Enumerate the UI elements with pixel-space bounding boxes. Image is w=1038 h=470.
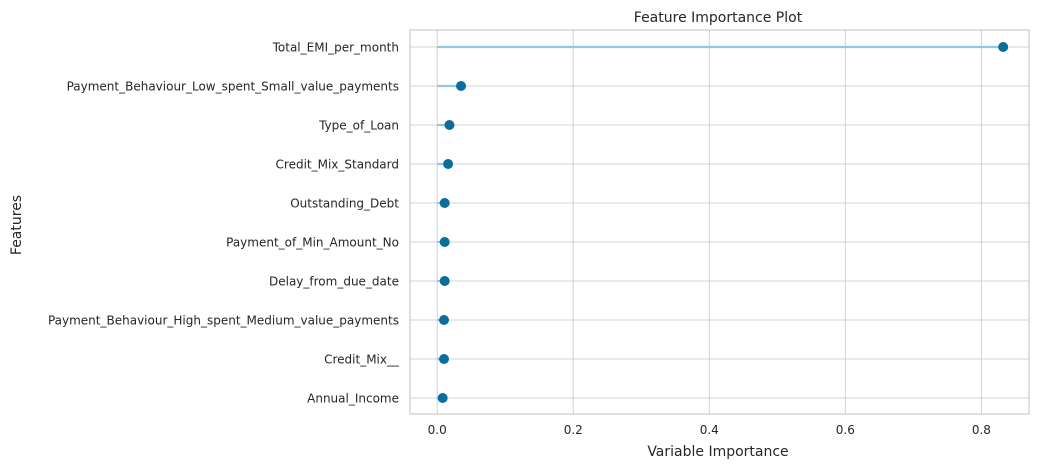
importance-point <box>444 120 455 130</box>
importance-point <box>439 315 450 325</box>
plot-background <box>410 30 1029 414</box>
y-tick-label: Outstanding_Debt <box>290 197 399 211</box>
x-tick-label: 0.6 <box>836 423 855 437</box>
x-tick-label: 0.2 <box>564 423 583 437</box>
chart-title: Feature Importance Plot <box>634 10 803 26</box>
y-tick-label: Annual_Income <box>307 392 399 406</box>
y-tick-label: Payment_of_Min_Amount_No <box>226 236 399 250</box>
y-tick-label: Payment_Behaviour_Low_spent_Small_value_… <box>67 80 399 94</box>
y-tick-label: Total_EMI_per_month <box>272 41 399 55</box>
importance-point <box>998 42 1009 52</box>
importance-point <box>437 393 448 403</box>
y-tick-label: Credit_Mix__ <box>324 353 400 367</box>
y-tick-label: Payment_Behaviour_High_spent_Medium_valu… <box>48 314 399 328</box>
x-axis-label: Variable Importance <box>647 444 788 460</box>
grid-layer <box>410 30 1029 414</box>
importance-point <box>439 354 450 364</box>
y-axis-label: Features <box>9 195 25 255</box>
x-tick-label: 0.0 <box>428 423 447 437</box>
importance-point <box>439 276 450 286</box>
x-tick-label: 0.4 <box>700 423 719 437</box>
y-tick-label: Type_of_Loan <box>318 119 399 133</box>
plot-frame <box>409 29 1030 415</box>
importance-point <box>439 237 450 247</box>
marker-layer <box>437 42 1009 403</box>
y-tick-label: Credit_Mix_Standard <box>276 158 399 172</box>
importance-point <box>439 198 450 208</box>
y-tick-labels: Total_EMI_per_month Payment_Behaviour_Low… <box>48 41 400 406</box>
y-tick-label: Delay_from_due_date <box>269 275 399 289</box>
x-tick-labels: 0.0 0.2 0.4 0.6 0.8 <box>428 423 991 437</box>
importance-point <box>456 81 467 91</box>
importance-point <box>443 159 454 169</box>
x-tick-label: 0.8 <box>972 423 991 437</box>
